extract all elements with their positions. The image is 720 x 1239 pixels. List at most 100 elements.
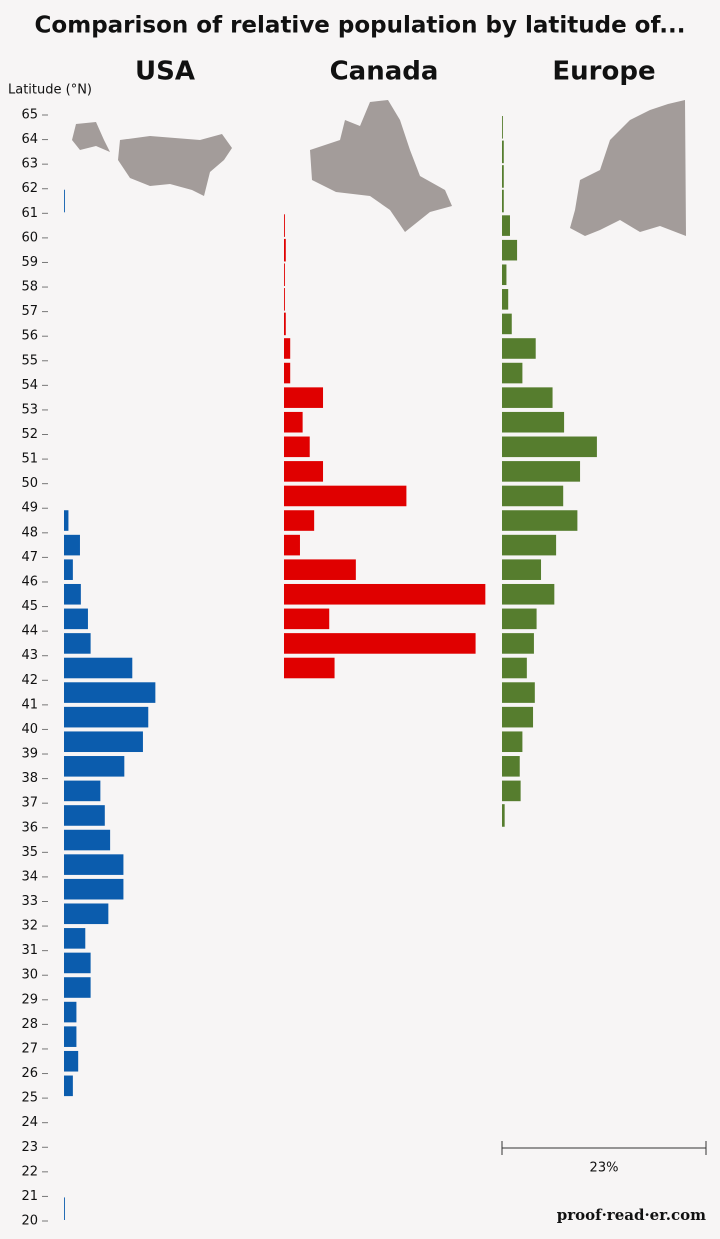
bar <box>502 485 564 507</box>
bar <box>284 214 285 237</box>
bar <box>502 731 523 753</box>
bar <box>502 682 535 703</box>
bar <box>284 461 324 482</box>
region-title: USA <box>135 57 195 87</box>
y-tick-label: 61 <box>21 206 38 221</box>
bar <box>284 338 291 359</box>
y-tick-label: 29 <box>21 992 38 1007</box>
bar <box>64 633 91 654</box>
y-tick-label: 36 <box>21 820 38 835</box>
bar <box>284 534 300 556</box>
bar <box>284 510 315 531</box>
y-tick-label: 31 <box>21 943 38 958</box>
region-title: Europe <box>552 57 655 87</box>
y-tick-label: 63 <box>21 157 38 172</box>
bar <box>502 140 504 164</box>
y-tick-label: 22 <box>21 1164 38 1179</box>
bar <box>64 805 105 826</box>
bar <box>64 1001 77 1023</box>
y-tick-label: 51 <box>21 452 38 467</box>
y-tick-label: 49 <box>21 501 38 516</box>
y-tick-label: 30 <box>21 968 38 983</box>
bar <box>502 189 504 213</box>
y-tick-label: 28 <box>21 1017 38 1032</box>
y-tick-label: 21 <box>21 1189 38 1204</box>
y-tick-label: 43 <box>21 648 38 663</box>
y-tick-label: 39 <box>21 747 38 762</box>
bar <box>502 461 581 482</box>
bar <box>284 436 310 458</box>
bar <box>64 854 124 875</box>
bar <box>284 583 486 605</box>
y-tick-label: 26 <box>21 1066 38 1081</box>
bar <box>284 362 291 384</box>
y-tick-label: 34 <box>21 869 38 884</box>
bar <box>502 510 578 531</box>
bar <box>502 583 555 605</box>
y-tick-label: 37 <box>21 796 38 811</box>
y-tick-label: 42 <box>21 673 38 688</box>
source: proof·read·er.com <box>557 1206 706 1224</box>
bar <box>284 263 285 287</box>
y-tick-label: 55 <box>21 353 38 368</box>
maps <box>72 100 686 236</box>
y-tick-label: 57 <box>21 304 38 319</box>
y-tick-label: 35 <box>21 845 38 860</box>
bar <box>502 215 510 236</box>
y-tick-label: 23 <box>21 1140 38 1155</box>
bar <box>284 559 356 580</box>
bar <box>502 338 536 359</box>
y-tick-label: 41 <box>21 697 38 712</box>
y-tick-label: 52 <box>21 427 38 442</box>
bar <box>502 165 504 188</box>
bar <box>64 731 143 753</box>
bar <box>64 756 125 777</box>
bar <box>502 264 507 286</box>
bar <box>502 362 523 384</box>
bar <box>64 952 91 974</box>
bar <box>64 510 69 531</box>
y-tick-label: 60 <box>21 230 38 245</box>
bar <box>502 559 542 580</box>
bar <box>64 878 124 900</box>
europe-map <box>570 100 686 236</box>
bar <box>502 387 553 408</box>
bar <box>502 436 597 458</box>
bar <box>64 608 88 630</box>
bar <box>64 829 111 851</box>
bar <box>502 756 520 777</box>
bar <box>64 903 109 925</box>
bar <box>284 238 286 262</box>
scale-bar-label: 23% <box>590 1161 619 1176</box>
bar <box>502 706 534 728</box>
bar <box>502 780 521 802</box>
y-tick-label: 64 <box>21 132 38 147</box>
y-tick-label: 40 <box>21 722 38 737</box>
bar <box>284 411 303 433</box>
bar <box>64 534 80 556</box>
y-tick-label: 54 <box>21 378 38 393</box>
y-tick-label: 20 <box>21 1214 38 1229</box>
y-tick-label: 44 <box>21 624 38 639</box>
y-tick-label: 46 <box>21 574 38 589</box>
bar <box>284 485 407 507</box>
y-tick-label: 58 <box>21 280 38 295</box>
y-tick-label: 65 <box>21 108 38 123</box>
usa-map <box>72 122 232 196</box>
bar <box>502 804 505 827</box>
y-tick-label: 59 <box>21 255 38 270</box>
y-tick-label: 47 <box>21 550 38 565</box>
bar <box>64 977 91 998</box>
bar <box>64 706 149 728</box>
bar <box>64 682 156 703</box>
bar <box>284 312 286 336</box>
bar <box>502 657 527 679</box>
bar <box>64 1197 65 1220</box>
bar <box>284 288 285 311</box>
bar <box>64 1026 77 1047</box>
bar <box>502 534 557 556</box>
y-tick-label: 50 <box>21 476 38 491</box>
y-tick-label: 38 <box>21 771 38 786</box>
bar <box>502 608 537 630</box>
y-tick-label: 25 <box>21 1091 38 1106</box>
